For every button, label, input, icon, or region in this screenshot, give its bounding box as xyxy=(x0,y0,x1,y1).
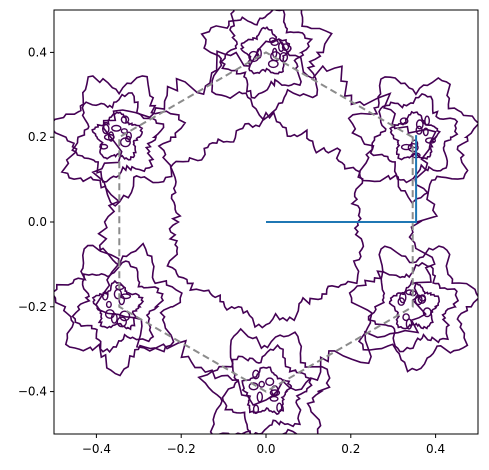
contour-cluster-0-ring-1 xyxy=(369,92,459,184)
contour-lines xyxy=(54,10,478,434)
contour-cluster-2-ring-2 xyxy=(348,245,478,373)
contour-island xyxy=(102,123,110,135)
contour-island xyxy=(256,391,263,403)
contour-cluster-1-ring-1 xyxy=(71,92,165,183)
contour-island xyxy=(111,124,122,132)
contour-island xyxy=(415,125,423,135)
contour-ring-inner-hexagonal-boundary xyxy=(166,110,365,329)
contour-island xyxy=(252,404,260,415)
contour-island xyxy=(101,291,109,301)
vector-path xyxy=(266,135,418,223)
contour-island xyxy=(270,51,281,62)
contour-island xyxy=(422,127,429,137)
contour-cluster-2-ring-0 xyxy=(388,279,441,330)
contour-cluster-3-ring-2 xyxy=(54,242,183,377)
contour-island xyxy=(269,395,279,402)
x-axis: −0.4 −0.2 0.0 0.2 0.4 xyxy=(82,434,445,456)
contour-cluster-3-ring-0 xyxy=(91,279,145,331)
overlay-lines xyxy=(118,51,418,393)
contour-island xyxy=(270,39,279,46)
contour-cluster-5-ring-1 xyxy=(221,343,313,434)
x-tick-label: −0.2 xyxy=(167,442,196,456)
contour-island xyxy=(105,300,112,309)
contour-island xyxy=(415,119,424,130)
contour-island xyxy=(419,294,427,302)
y-axis: 0.4 0.2 0.0 −0.2 −0.4 xyxy=(18,45,54,399)
contour-island xyxy=(399,117,409,125)
y-tick-label: 0.2 xyxy=(28,130,47,144)
x-tick-label: −0.4 xyxy=(82,442,111,456)
contour-cluster-4-ring-0 xyxy=(239,26,292,75)
y-tick-label: −0.4 xyxy=(18,385,47,399)
contour-island xyxy=(402,313,410,322)
contour-cluster-0-ring-0 xyxy=(389,110,442,161)
contour-island xyxy=(422,307,432,318)
contour-island xyxy=(125,131,132,141)
hexagon-boundary xyxy=(118,51,414,393)
contour-island xyxy=(107,131,115,142)
contour-island xyxy=(281,43,290,51)
contour-island xyxy=(410,139,419,149)
y-tick-label: 0.4 xyxy=(28,45,47,59)
contour-island xyxy=(113,288,123,300)
contour-island xyxy=(120,115,130,124)
contour-island xyxy=(252,369,260,380)
x-tick-label: 0.0 xyxy=(256,442,275,456)
y-tick-label: −0.2 xyxy=(18,300,47,314)
contour-cluster-1-ring-2 xyxy=(54,75,187,207)
contour-island xyxy=(104,309,115,319)
contour-island xyxy=(265,377,275,387)
contour-ring-outer-hexagonal-boundary xyxy=(91,37,439,406)
contour-cluster-3-ring-1 xyxy=(71,260,165,354)
contour-island xyxy=(425,137,437,144)
contour-island xyxy=(278,41,285,52)
contour-island xyxy=(397,297,406,306)
contour-island xyxy=(99,143,109,150)
contour-island xyxy=(414,294,423,306)
x-tick-label: 0.2 xyxy=(341,442,360,456)
contour-island xyxy=(400,143,412,151)
contour-cluster-2-ring-1 xyxy=(367,261,460,353)
contour-cluster-5-ring-2 xyxy=(197,327,331,434)
contour-cluster-0-ring-2 xyxy=(347,76,478,205)
contour-island xyxy=(124,135,131,143)
contour-island xyxy=(116,316,128,328)
contour-island xyxy=(248,382,259,391)
contour-cluster-1-ring-0 xyxy=(91,111,144,161)
contour-island xyxy=(424,115,430,126)
contour-island xyxy=(258,380,266,388)
y-tick-label: 0.0 xyxy=(28,215,47,229)
contour-island xyxy=(119,310,131,322)
contour-island xyxy=(276,402,283,413)
x-tick-label: 0.4 xyxy=(426,442,445,456)
contour-cluster-4-ring-1 xyxy=(219,10,314,99)
contour-cluster-4-ring-2 xyxy=(200,10,333,121)
